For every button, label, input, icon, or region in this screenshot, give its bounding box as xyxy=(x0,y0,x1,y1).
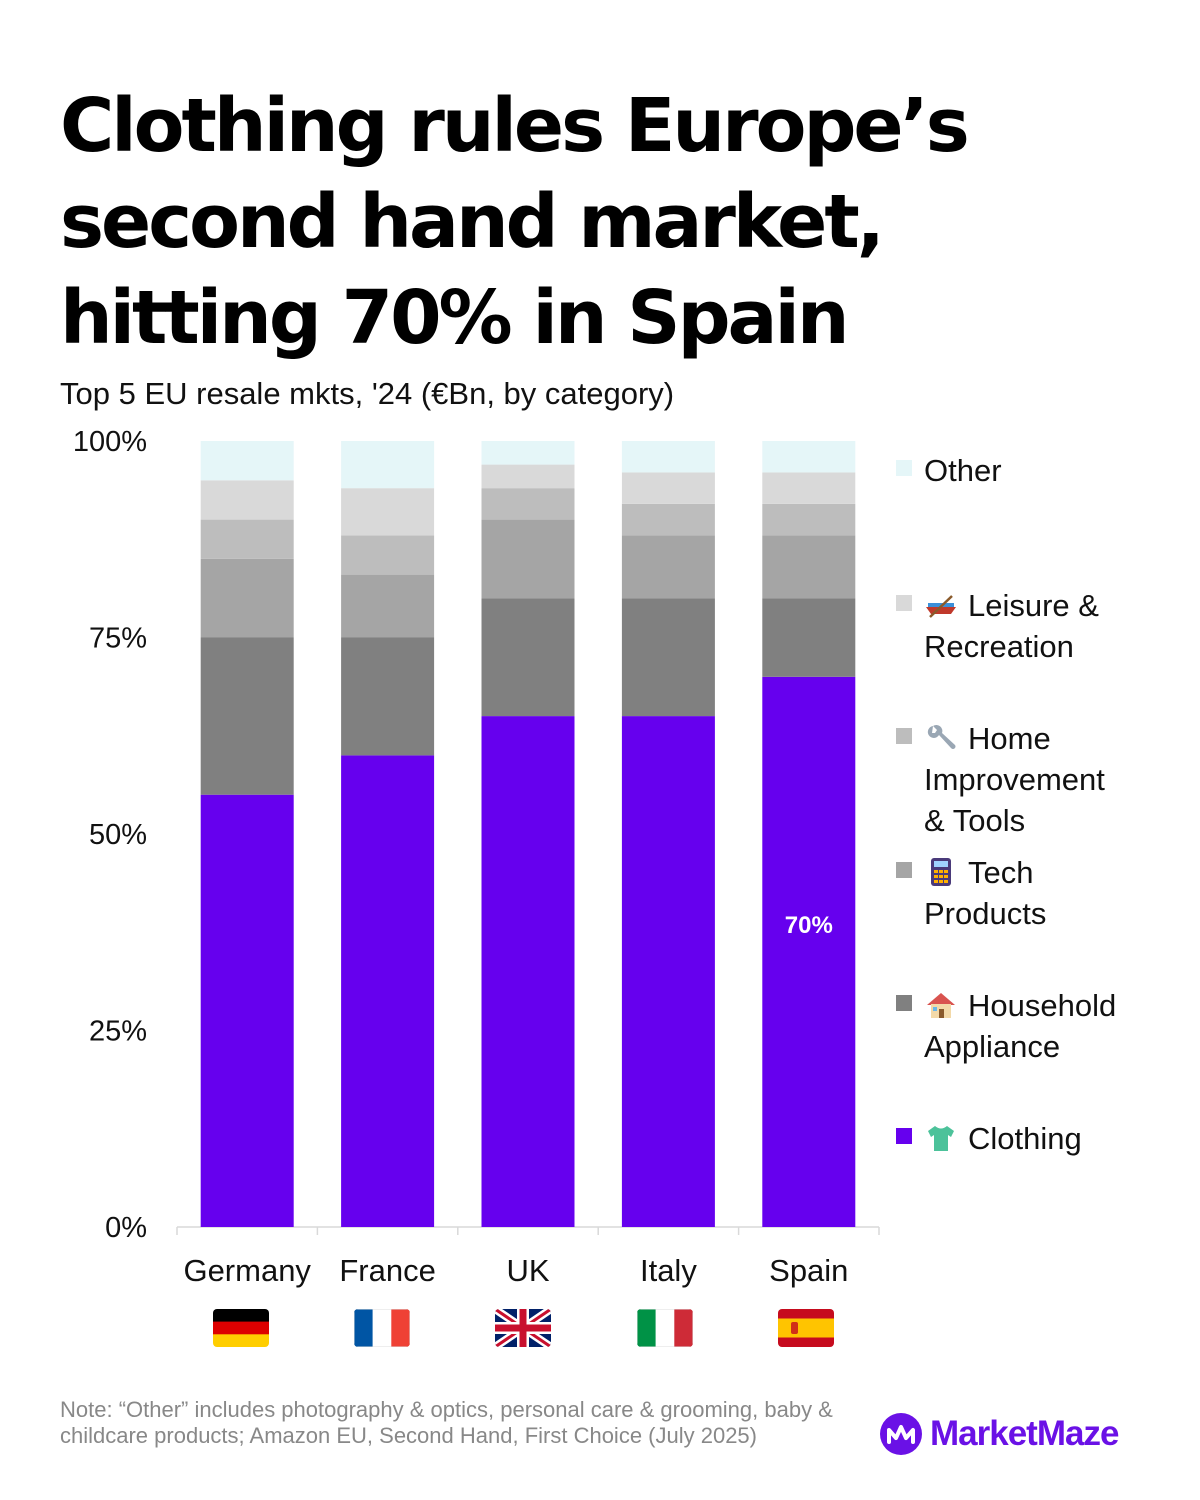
y-tick-label: 25% xyxy=(89,1016,147,1048)
bar-segment-household-appliance-france xyxy=(341,637,435,756)
bar-segment-home-improvement-tools-germany xyxy=(200,519,294,559)
spain-flag-icon xyxy=(778,1309,834,1347)
bar-segment-clothing-italy xyxy=(621,716,715,1227)
bar-segment-other-spain xyxy=(762,441,856,473)
stacked-bar-chart: 0% 25% 50% 75% 100% Germany France UK Italy Spain… xyxy=(73,426,880,1288)
bar-segment-household-appliance-spain xyxy=(762,598,856,677)
france-flag-icon xyxy=(354,1309,410,1347)
bar-segment-clothing-spain xyxy=(762,676,856,1227)
bar-segment-clothing-france xyxy=(341,755,435,1227)
legend-label-text: Leisure & Recreation xyxy=(924,588,1099,664)
bar-segment-household-appliance-italy xyxy=(621,598,715,717)
legend-label: Clothing xyxy=(924,1118,1082,1159)
bar-segment-other-italy xyxy=(621,441,715,473)
bar-segment-leisure-recreation-italy xyxy=(621,472,715,504)
page-title: Clothing rules Europe’s second hand mark… xyxy=(60,78,1160,366)
x-category-label: France xyxy=(339,1253,435,1288)
italy-flag-icon xyxy=(637,1309,693,1347)
legend-label: Tech Products xyxy=(924,852,1104,934)
house-icon xyxy=(924,989,958,1019)
bar-segment-other-germany xyxy=(200,441,294,481)
legend-swatch xyxy=(896,862,912,878)
legend-label-text: Household Appliance xyxy=(924,988,1117,1064)
legend-label: Home Improvement & Tools xyxy=(924,718,1134,841)
bar-segment-leisure-recreation-spain xyxy=(762,472,856,504)
uk-flag-icon xyxy=(495,1309,551,1347)
legend-label: Other xyxy=(924,450,1002,491)
y-tick-label: 75% xyxy=(89,623,147,655)
canoe-icon xyxy=(924,589,958,619)
bar-segment-clothing-uk xyxy=(481,716,575,1227)
bar-segment-home-improvement-tools-italy xyxy=(621,503,715,536)
germany-flag-icon xyxy=(213,1309,269,1347)
x-category-label: Germany xyxy=(183,1253,311,1288)
legend-swatch xyxy=(896,595,912,611)
bar-segment-other-france xyxy=(341,441,435,489)
legend-swatch xyxy=(896,460,912,476)
legend-swatch xyxy=(896,995,912,1011)
wrench-icon xyxy=(924,722,958,752)
title-line-1: Clothing rules Europe’s xyxy=(60,83,970,169)
bar-segment-other-uk xyxy=(481,441,575,465)
x-category-label: Spain xyxy=(769,1253,848,1288)
bar-segment-leisure-recreation-germany xyxy=(200,480,294,520)
bar-segment-tech-products-spain xyxy=(762,535,856,599)
bar-segment-home-improvement-tools-spain xyxy=(762,503,856,536)
bar-segment-household-appliance-germany xyxy=(200,637,294,795)
bar-segment-tech-products-germany xyxy=(200,558,294,638)
bar-segment-home-improvement-tools-france xyxy=(341,535,435,575)
calculator-icon xyxy=(924,856,958,886)
title-line-3: hitting 70% in Spain xyxy=(60,275,850,361)
bar-segment-tech-products-uk xyxy=(481,519,575,599)
y-tick-label: 50% xyxy=(89,819,147,851)
chart-subtitle: Top 5 EU resale mkts, '24 (€Bn, by categ… xyxy=(60,376,675,411)
bar-segment-home-improvement-tools-uk xyxy=(481,488,575,520)
legend-swatch xyxy=(896,728,912,744)
bar-segment-household-appliance-uk xyxy=(481,598,575,717)
legend-label-text: Home Improvement & Tools xyxy=(924,721,1105,838)
legend-label: Household Appliance xyxy=(924,985,1139,1067)
footnote: Note: “Other” includes photography & opt… xyxy=(60,1397,833,1448)
legend-label-text: Tech Products xyxy=(924,855,1047,931)
data-label: 70% xyxy=(785,912,833,939)
legend-swatch xyxy=(896,1128,912,1144)
bar-segment-tech-products-france xyxy=(341,574,435,638)
legend-label: Leisure & Recreation xyxy=(924,585,1124,667)
bar-segment-leisure-recreation-uk xyxy=(481,464,575,489)
x-category-label: UK xyxy=(506,1253,549,1288)
brand: MarketMaze xyxy=(880,1410,1119,1458)
bar-segment-tech-products-italy xyxy=(621,535,715,599)
y-tick-label: 0% xyxy=(105,1212,147,1244)
brand-name: MarketMaze xyxy=(930,1414,1119,1453)
bar-segment-leisure-recreation-france xyxy=(341,488,435,536)
marketmaze-logo-icon xyxy=(880,1413,922,1455)
legend-label-text: Other xyxy=(924,453,1002,488)
y-tick-label: 100% xyxy=(73,426,147,458)
t-shirt-icon xyxy=(924,1122,958,1152)
x-category-label: Italy xyxy=(640,1253,697,1288)
bar-segment-clothing-germany xyxy=(200,794,294,1227)
legend-label-text: Clothing xyxy=(968,1121,1082,1156)
title-line-2: second hand market, xyxy=(60,179,885,265)
